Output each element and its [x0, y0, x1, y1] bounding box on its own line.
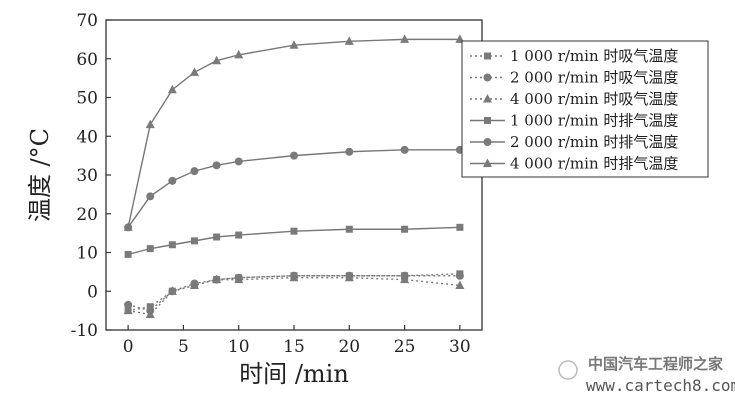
data-point: [344, 272, 354, 282]
series-6: [123, 34, 465, 231]
data-point: [124, 250, 132, 258]
series-line: [127, 38, 460, 228]
data-point: [400, 34, 410, 43]
y-tick-label: 30: [76, 166, 98, 186]
x-tick-label: 20: [338, 337, 360, 357]
data-point: [234, 274, 244, 284]
data-point: [455, 271, 464, 280]
data-point: [345, 225, 353, 233]
data-point: [189, 280, 199, 289]
wechat-icon: [558, 360, 578, 380]
legend-label: 1 000 r/min 时排气温度: [510, 112, 678, 130]
x-axis-ticks: 0 5 10 15 20 25 30: [123, 325, 471, 357]
data-point: [167, 84, 177, 94]
legend-swatch-marker: [484, 52, 491, 60]
data-point: [167, 286, 177, 295]
x-tick-label: 30: [449, 337, 471, 357]
x-tick-label: 5: [178, 337, 189, 357]
data-point: [124, 300, 133, 309]
y-axis-label: 温度 /°C: [26, 128, 54, 222]
legend-label: 2 000 r/min 时吸气温度: [510, 69, 678, 87]
series-3: [123, 272, 465, 318]
data-point: [213, 233, 221, 241]
data-point: [456, 223, 464, 231]
data-point: [190, 237, 198, 245]
data-point: [234, 157, 243, 166]
data-point: [145, 119, 155, 129]
data-point: [123, 222, 133, 231]
y-tick-label: 70: [76, 11, 98, 31]
y-axis-ticks: -10 0 10 20 30 40 50 60 70: [71, 11, 111, 341]
series-layer: [123, 34, 465, 318]
series-line: [127, 226, 460, 256]
data-point: [212, 55, 222, 65]
legend-item: 4 000 r/min 时吸气温度: [470, 90, 678, 108]
watermark-line2: www.cartech8.com: [586, 376, 735, 395]
y-tick-label: 40: [76, 127, 98, 147]
legend-swatch-marker: [483, 94, 492, 103]
data-point: [289, 272, 299, 282]
y-tick-label: 60: [76, 50, 98, 70]
data-point: [400, 274, 410, 284]
series-4: [124, 223, 464, 258]
watermark: 中国汽车工程师之家 www.cartech8.com: [558, 355, 735, 395]
legend-item: 2 000 r/min 时吸气温度: [470, 69, 678, 87]
series-line: [127, 273, 460, 312]
data-point: [345, 147, 354, 156]
legend: 1 000 r/min 时吸气温度 2 000 r/min 时吸气温度 4 000 …: [461, 40, 709, 178]
data-point: [123, 305, 133, 315]
data-point: [212, 161, 221, 170]
legend-frame: [461, 40, 709, 178]
data-point: [455, 280, 465, 289]
series-line: [127, 149, 460, 228]
data-point: [190, 167, 199, 176]
data-point: [168, 241, 176, 249]
y-tick-label: 10: [76, 244, 98, 264]
series-5: [124, 145, 464, 232]
legend-item: 1 000 r/min 时排气温度: [470, 112, 678, 130]
series-line: [127, 276, 460, 316]
data-point: [212, 274, 222, 284]
legend-label: 4 000 r/min 时排气温度: [510, 155, 678, 173]
data-point: [235, 231, 243, 239]
legend-item: 1 000 r/min 时吸气温度: [470, 47, 678, 65]
y-tick-label: 20: [76, 205, 98, 225]
data-point: [189, 67, 199, 76]
data-point: [400, 145, 409, 154]
legend-item: 4 000 r/min 时排气温度: [470, 155, 678, 173]
legend-swatch-marker: [483, 138, 492, 146]
legend-item: 2 000 r/min 时排气温度: [470, 133, 678, 151]
y-tick-label: 50: [76, 89, 98, 109]
legend-label: 4 000 r/min 时吸气温度: [510, 90, 678, 108]
y-tick-label: 0: [87, 282, 98, 302]
y-tick-label: -10: [71, 321, 98, 341]
x-tick-label: 10: [228, 337, 250, 357]
legend-label: 2 000 r/min 时排气温度: [510, 133, 678, 151]
x-tick-label: 0: [123, 337, 134, 357]
data-point: [290, 151, 298, 160]
data-point: [146, 245, 154, 253]
data-point: [401, 225, 409, 233]
legend-swatch-marker: [483, 73, 492, 82]
data-point: [234, 49, 244, 59]
data-point: [168, 176, 177, 185]
legend-label: 1 000 r/min 时吸气温度: [510, 47, 678, 65]
data-point: [344, 36, 354, 45]
x-tick-label: 25: [394, 337, 416, 357]
data-point: [146, 192, 155, 201]
legend-swatch-marker: [484, 117, 491, 124]
data-point: [145, 309, 155, 318]
data-point: [289, 40, 299, 49]
x-tick-label: 15: [283, 337, 305, 357]
x-axis-label: 时间 /min: [239, 360, 349, 388]
legend-swatch-marker: [483, 158, 492, 167]
watermark-line1: 中国汽车工程师之家: [588, 355, 723, 373]
data-point: [290, 227, 298, 235]
plot-frame: [105, 19, 483, 331]
